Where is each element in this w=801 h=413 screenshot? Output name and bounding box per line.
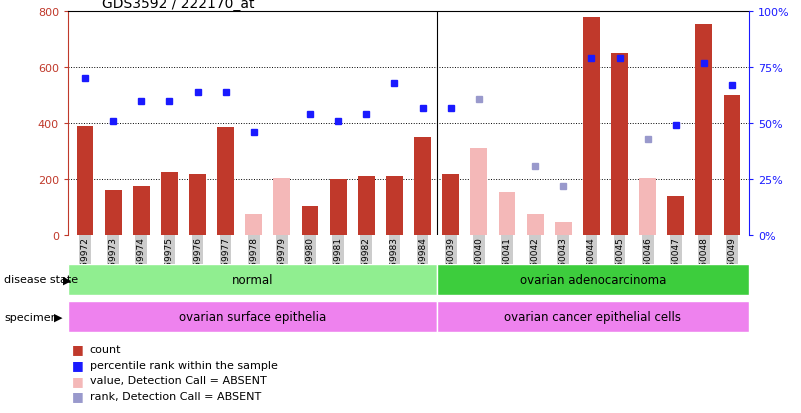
Text: value, Detection Call = ABSENT: value, Detection Call = ABSENT <box>90 375 267 385</box>
Bar <box>302 206 319 235</box>
Bar <box>245 214 262 235</box>
Bar <box>639 178 656 235</box>
Text: ■: ■ <box>72 374 84 387</box>
Bar <box>189 174 206 235</box>
Text: ovarian adenocarcinoma: ovarian adenocarcinoma <box>520 273 666 286</box>
Bar <box>611 54 628 235</box>
Bar <box>442 174 459 235</box>
Text: GDS3592 / 222170_at: GDS3592 / 222170_at <box>103 0 255 12</box>
Bar <box>330 180 347 235</box>
Text: ▶: ▶ <box>54 312 63 322</box>
Text: ▶: ▶ <box>63 275 72 285</box>
Text: ovarian cancer epithelial cells: ovarian cancer epithelial cells <box>505 311 682 323</box>
Bar <box>217 128 234 235</box>
Bar <box>498 192 515 235</box>
Bar <box>77 127 94 235</box>
Bar <box>470 149 487 235</box>
Bar <box>386 177 403 235</box>
Text: ■: ■ <box>72 389 84 403</box>
Text: disease state: disease state <box>4 275 78 285</box>
Text: percentile rank within the sample: percentile rank within the sample <box>90 360 278 370</box>
Bar <box>273 178 290 235</box>
Bar <box>105 191 122 235</box>
Bar <box>133 187 150 235</box>
Text: specimen: specimen <box>4 312 58 322</box>
Bar <box>358 177 375 235</box>
Text: count: count <box>90 344 121 354</box>
Bar <box>583 18 600 235</box>
Bar <box>723 96 740 235</box>
Bar <box>437 301 749 332</box>
Text: rank, Detection Call = ABSENT: rank, Detection Call = ABSENT <box>90 391 261 401</box>
Text: ■: ■ <box>72 342 84 356</box>
Text: ■: ■ <box>72 358 84 371</box>
Bar <box>414 138 431 235</box>
Text: ovarian surface epithelia: ovarian surface epithelia <box>179 311 326 323</box>
Bar <box>68 301 437 332</box>
Bar <box>68 264 437 295</box>
Bar <box>527 214 544 235</box>
Bar <box>161 173 178 235</box>
Bar <box>695 25 712 235</box>
Bar <box>667 197 684 235</box>
Bar <box>555 223 572 235</box>
Text: normal: normal <box>231 273 273 286</box>
Bar <box>437 264 749 295</box>
